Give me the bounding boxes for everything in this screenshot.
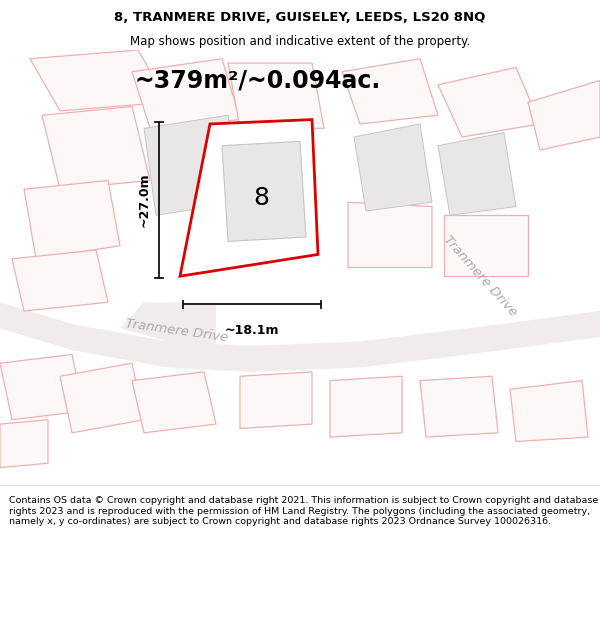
Polygon shape	[354, 124, 432, 211]
Polygon shape	[144, 115, 240, 215]
Polygon shape	[24, 181, 120, 259]
Text: ~27.0m: ~27.0m	[137, 173, 151, 228]
Text: ~379m²/~0.094ac.: ~379m²/~0.094ac.	[135, 69, 381, 92]
Polygon shape	[420, 376, 498, 437]
Text: ~18.1m: ~18.1m	[225, 324, 279, 337]
Polygon shape	[30, 50, 168, 111]
Text: Tranmere Drive: Tranmere Drive	[440, 234, 520, 319]
Polygon shape	[228, 63, 324, 128]
Polygon shape	[120, 302, 216, 346]
Polygon shape	[0, 354, 84, 420]
Text: 8: 8	[253, 186, 269, 210]
Polygon shape	[438, 68, 540, 137]
Polygon shape	[528, 81, 600, 150]
Polygon shape	[348, 202, 432, 268]
Text: Contains OS data © Crown copyright and database right 2021. This information is : Contains OS data © Crown copyright and d…	[9, 496, 598, 526]
Polygon shape	[0, 302, 600, 372]
Polygon shape	[42, 106, 150, 189]
Polygon shape	[60, 363, 144, 432]
Text: Tranmere Drive: Tranmere Drive	[125, 317, 229, 344]
Polygon shape	[342, 59, 438, 124]
Text: Map shows position and indicative extent of the property.: Map shows position and indicative extent…	[130, 35, 470, 48]
Polygon shape	[12, 250, 108, 311]
Text: 8, TRANMERE DRIVE, GUISELEY, LEEDS, LS20 8NQ: 8, TRANMERE DRIVE, GUISELEY, LEEDS, LS20…	[115, 11, 485, 24]
Polygon shape	[240, 372, 312, 429]
Polygon shape	[132, 372, 216, 432]
Polygon shape	[0, 420, 48, 468]
Polygon shape	[132, 59, 240, 128]
Polygon shape	[444, 215, 528, 276]
Polygon shape	[330, 376, 402, 437]
Polygon shape	[180, 119, 318, 276]
Polygon shape	[438, 132, 516, 215]
Polygon shape	[222, 141, 306, 241]
Polygon shape	[510, 381, 588, 441]
